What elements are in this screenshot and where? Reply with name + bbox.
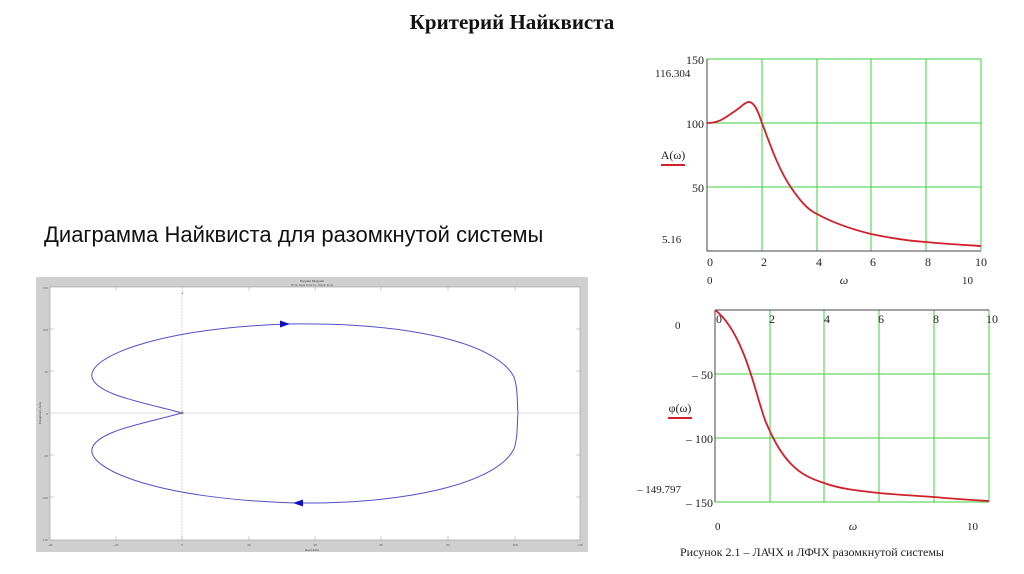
svg-text:150: 150 (43, 286, 49, 290)
svg-text:4: 4 (824, 312, 830, 326)
svg-text:0: 0 (46, 412, 48, 416)
amp-curve (706, 101, 982, 247)
phase-ymin-label: – 149.797 (636, 484, 682, 496)
phase-ytick-labels: – 50 – 100 – 150 (685, 368, 713, 510)
slide-subtitle: Диаграмма Найквиста для разомкнутой сист… (44, 222, 544, 247)
direction-arrow-upper (280, 320, 290, 328)
svg-text:100: 100 (43, 328, 49, 332)
svg-text:2: 2 (769, 312, 775, 326)
svg-text:0: 0 (707, 255, 713, 269)
phase-grid (715, 310, 990, 503)
svg-text:6: 6 (878, 312, 884, 326)
svg-text:20: 20 (247, 543, 251, 547)
nyquist-plot: Nyquist Diagram From: Input Point To: Ou… (36, 277, 588, 552)
amp-xlabel: ω (840, 273, 848, 287)
svg-text:50: 50 (45, 370, 49, 374)
critical-point-marker (180, 411, 184, 415)
svg-text:100: 100 (512, 543, 518, 547)
svg-text:0: 0 (181, 543, 183, 547)
amp-ymax-label: 116.304 (655, 68, 691, 80)
svg-text:-100: -100 (42, 496, 49, 500)
svg-text:-40: -40 (48, 543, 53, 547)
nyquist-xtick-labels: -40 -20 0 20 40 60 80 100 120 (48, 543, 583, 547)
phase-curve (714, 309, 990, 502)
amp-ytick-labels: 150 100 50 (686, 53, 704, 195)
phase-plot: 0 2 4 6 8 10 – 50 – 100 – 150 0 – 149.79… (636, 309, 998, 533)
svg-text:40: 40 (313, 543, 317, 547)
svg-text:-50: -50 (43, 454, 48, 458)
phase-xmax-label: 10 (967, 521, 979, 533)
svg-text:– 100: – 100 (685, 432, 713, 446)
svg-text:100: 100 (686, 117, 704, 131)
slide-title: Критерий Найквиста (409, 10, 615, 34)
nyquist-xlabel: Real Axis (305, 548, 319, 552)
amplitude-plot: 150 100 50 0 2 4 6 8 10 116.304 5.16 0 1… (655, 53, 987, 287)
phase-ylabel: φ(ω) (669, 401, 692, 415)
phase-ymax-label: 0 (675, 320, 681, 332)
svg-text:-150: -150 (42, 538, 49, 542)
svg-text:6: 6 (870, 255, 876, 269)
svg-text:120: 120 (577, 543, 583, 547)
figure-caption: Рисунок 2.1 – ЛАЧХ и ЛФЧХ разомкнутой си… (680, 545, 944, 559)
critical-point-label: -1 (181, 291, 184, 295)
nyquist-ticks (50, 287, 580, 540)
phase-xmin-label: 0 (715, 521, 721, 533)
nyquist-title: Nyquist Diagram (300, 279, 324, 283)
nyquist-ylabel: Imaginary Axis (38, 402, 42, 424)
phase-xlabel: ω (849, 519, 857, 533)
svg-text:10: 10 (986, 312, 998, 326)
svg-text:– 150: – 150 (685, 496, 713, 510)
svg-text:-20: -20 (114, 543, 119, 547)
svg-text:10: 10 (975, 255, 987, 269)
amp-xmax-label: 10 (962, 275, 974, 287)
svg-text:8: 8 (925, 255, 931, 269)
nyquist-ytick-labels: 150 100 50 0 -50 -100 -150 (42, 286, 49, 542)
svg-text:0: 0 (716, 312, 722, 326)
svg-text:60: 60 (379, 543, 383, 547)
svg-text:4: 4 (816, 255, 822, 269)
amp-xtick-labels: 0 2 4 6 8 10 (707, 255, 987, 269)
phase-xtick-labels: 0 2 4 6 8 10 (716, 312, 998, 326)
amp-ymin-label: 5.16 (662, 234, 682, 246)
svg-text:50: 50 (692, 181, 704, 195)
direction-arrow-lower (293, 499, 303, 507)
svg-text:– 50: – 50 (691, 368, 713, 382)
svg-text:2: 2 (761, 255, 767, 269)
amp-grid (707, 58, 982, 251)
svg-text:8: 8 (933, 312, 939, 326)
nyquist-curve (91, 323, 519, 504)
amp-ylabel: A(ω) (661, 148, 686, 162)
nyquist-subtitle: From: Input Point To: Output Point (291, 283, 333, 287)
amp-xmin-label: 0 (707, 275, 713, 287)
svg-text:150: 150 (686, 53, 704, 67)
svg-text:80: 80 (446, 543, 450, 547)
